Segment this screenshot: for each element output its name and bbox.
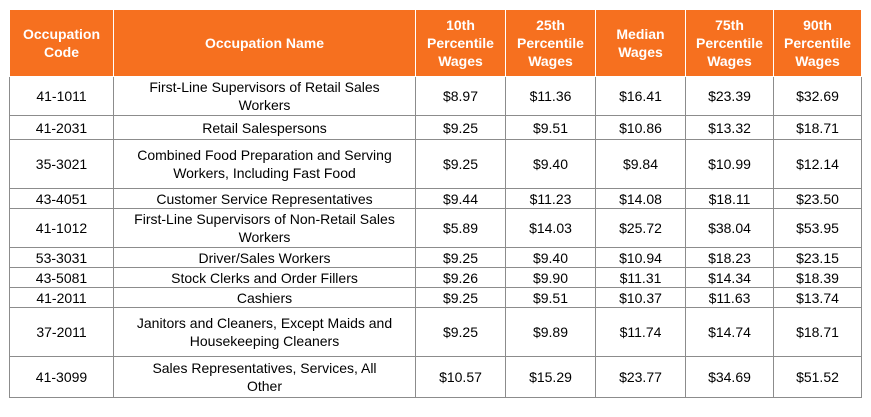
cell-10th-percentile: $9.25 xyxy=(415,115,506,140)
cell-occupation-code: 41-3099 xyxy=(9,356,114,398)
cell-75th-percentile: $11.63 xyxy=(685,287,774,308)
cell-75th-percentile: $14.34 xyxy=(685,267,774,288)
cell-90th-percentile: $18.71 xyxy=(773,115,862,140)
cell-90th-percentile: $23.15 xyxy=(773,247,862,268)
cell-90th-percentile: $53.95 xyxy=(773,208,862,248)
cell-75th-percentile: $18.11 xyxy=(685,188,774,209)
cell-90th-percentile: $13.74 xyxy=(773,287,862,308)
cell-25th-percentile: $9.51 xyxy=(505,287,596,308)
cell-25th-percentile: $11.23 xyxy=(505,188,596,209)
header-median-wages: Median Wages xyxy=(595,9,686,77)
cell-occupation-name: Janitors and Cleaners, Except Maids and H… xyxy=(113,307,416,357)
cell-75th-percentile: $13.32 xyxy=(685,115,774,140)
table-row: 41-1011 First-Line Supervisors of Retail… xyxy=(9,76,862,116)
cell-median-wages: $11.74 xyxy=(595,307,686,357)
cell-median-wages: $16.41 xyxy=(595,76,686,116)
cell-occupation-name: Cashiers xyxy=(113,287,416,308)
cell-25th-percentile: $15.29 xyxy=(505,356,596,398)
cell-median-wages: $14.08 xyxy=(595,188,686,209)
cell-occupation-name: First-Line Supervisors of Retail Sales Wo… xyxy=(113,76,416,116)
cell-25th-percentile: $9.40 xyxy=(505,139,596,189)
cell-90th-percentile: $18.39 xyxy=(773,267,862,288)
cell-90th-percentile: $18.71 xyxy=(773,307,862,357)
cell-occupation-code: 53-3031 xyxy=(9,247,114,268)
cell-10th-percentile: $9.25 xyxy=(415,139,506,189)
cell-10th-percentile: $9.44 xyxy=(415,188,506,209)
cell-25th-percentile: $14.03 xyxy=(505,208,596,248)
cell-10th-percentile: $9.25 xyxy=(415,287,506,308)
cell-median-wages: $9.84 xyxy=(595,139,686,189)
table-row: 43-5081 Stock Clerks and Order Fillers $… xyxy=(9,267,862,288)
cell-median-wages: $11.31 xyxy=(595,267,686,288)
cell-75th-percentile: $34.69 xyxy=(685,356,774,398)
cell-90th-percentile: $12.14 xyxy=(773,139,862,189)
cell-25th-percentile: $11.36 xyxy=(505,76,596,116)
table-row: 41-1012 First-Line Supervisors of Non-Re… xyxy=(9,208,862,248)
cell-median-wages: $25.72 xyxy=(595,208,686,248)
cell-occupation-name: Stock Clerks and Order Fillers xyxy=(113,267,416,288)
header-row: Occupation Code Occupation Name 10th Per… xyxy=(9,9,862,77)
cell-10th-percentile: $9.26 xyxy=(415,267,506,288)
cell-occupation-code: 43-4051 xyxy=(9,188,114,209)
cell-occupation-name: Combined Food Preparation and Serving Wor… xyxy=(113,139,416,189)
table-row: 35-3021 Combined Food Preparation and Se… xyxy=(9,139,862,189)
cell-25th-percentile: $9.51 xyxy=(505,115,596,140)
header-10th-percentile: 10th Percentile Wages xyxy=(415,9,506,77)
cell-median-wages: $10.94 xyxy=(595,247,686,268)
cell-10th-percentile: $9.25 xyxy=(415,307,506,357)
cell-25th-percentile: $9.89 xyxy=(505,307,596,357)
cell-10th-percentile: $5.89 xyxy=(415,208,506,248)
header-occupation-name: Occupation Name xyxy=(113,9,416,77)
header-occupation-code: Occupation Code xyxy=(9,9,114,77)
cell-90th-percentile: $51.52 xyxy=(773,356,862,398)
cell-median-wages: $10.86 xyxy=(595,115,686,140)
cell-occupation-code: 41-1012 xyxy=(9,208,114,248)
cell-75th-percentile: $10.99 xyxy=(685,139,774,189)
cell-occupation-name: First-Line Supervisors of Non-Retail Sal… xyxy=(113,208,416,248)
cell-10th-percentile: $10.57 xyxy=(415,356,506,398)
table-row: 41-2031 Retail Salespersons $9.25 $9.51 … xyxy=(9,115,862,140)
cell-90th-percentile: $23.50 xyxy=(773,188,862,209)
header-90th-percentile: 90th Percentile Wages xyxy=(773,9,862,77)
cell-occupation-code: 43-5081 xyxy=(9,267,114,288)
cell-10th-percentile: $9.25 xyxy=(415,247,506,268)
header-75th-percentile: 75th Percentile Wages xyxy=(685,9,774,77)
cell-occupation-name: Driver/Sales Workers xyxy=(113,247,416,268)
cell-occupation-code: 41-2011 xyxy=(9,287,114,308)
table-row: 43-4051 Customer Service Representatives… xyxy=(9,188,862,209)
header-25th-percentile: 25th Percentile Wages xyxy=(505,9,596,77)
cell-10th-percentile: $8.97 xyxy=(415,76,506,116)
wages-table: Occupation Code Occupation Name 10th Per… xyxy=(9,9,862,398)
cell-occupation-code: 35-3021 xyxy=(9,139,114,189)
cell-75th-percentile: $23.39 xyxy=(685,76,774,116)
cell-25th-percentile: $9.40 xyxy=(505,247,596,268)
cell-occupation-code: 37-2011 xyxy=(9,307,114,357)
cell-25th-percentile: $9.90 xyxy=(505,267,596,288)
cell-occupation-code: 41-2031 xyxy=(9,115,114,140)
cell-75th-percentile: $14.74 xyxy=(685,307,774,357)
table-row: 37-2011 Janitors and Cleaners, Except Ma… xyxy=(9,307,862,357)
table-row: 41-3099 Sales Representatives, Services,… xyxy=(9,356,862,398)
cell-75th-percentile: $18.23 xyxy=(685,247,774,268)
cell-occupation-code: 41-1011 xyxy=(9,76,114,116)
cell-median-wages: $23.77 xyxy=(595,356,686,398)
cell-occupation-name: Sales Representatives, Services, All Othe… xyxy=(113,356,416,398)
cell-75th-percentile: $38.04 xyxy=(685,208,774,248)
table-row: 41-2011 Cashiers $9.25 $9.51 $10.37 $11.… xyxy=(9,287,862,308)
wages-table-container: Occupation Code Occupation Name 10th Per… xyxy=(9,9,862,398)
cell-occupation-name: Customer Service Representatives xyxy=(113,188,416,209)
cell-median-wages: $10.37 xyxy=(595,287,686,308)
cell-occupation-name: Retail Salespersons xyxy=(113,115,416,140)
table-row: 53-3031 Driver/Sales Workers $9.25 $9.40… xyxy=(9,247,862,268)
cell-90th-percentile: $32.69 xyxy=(773,76,862,116)
